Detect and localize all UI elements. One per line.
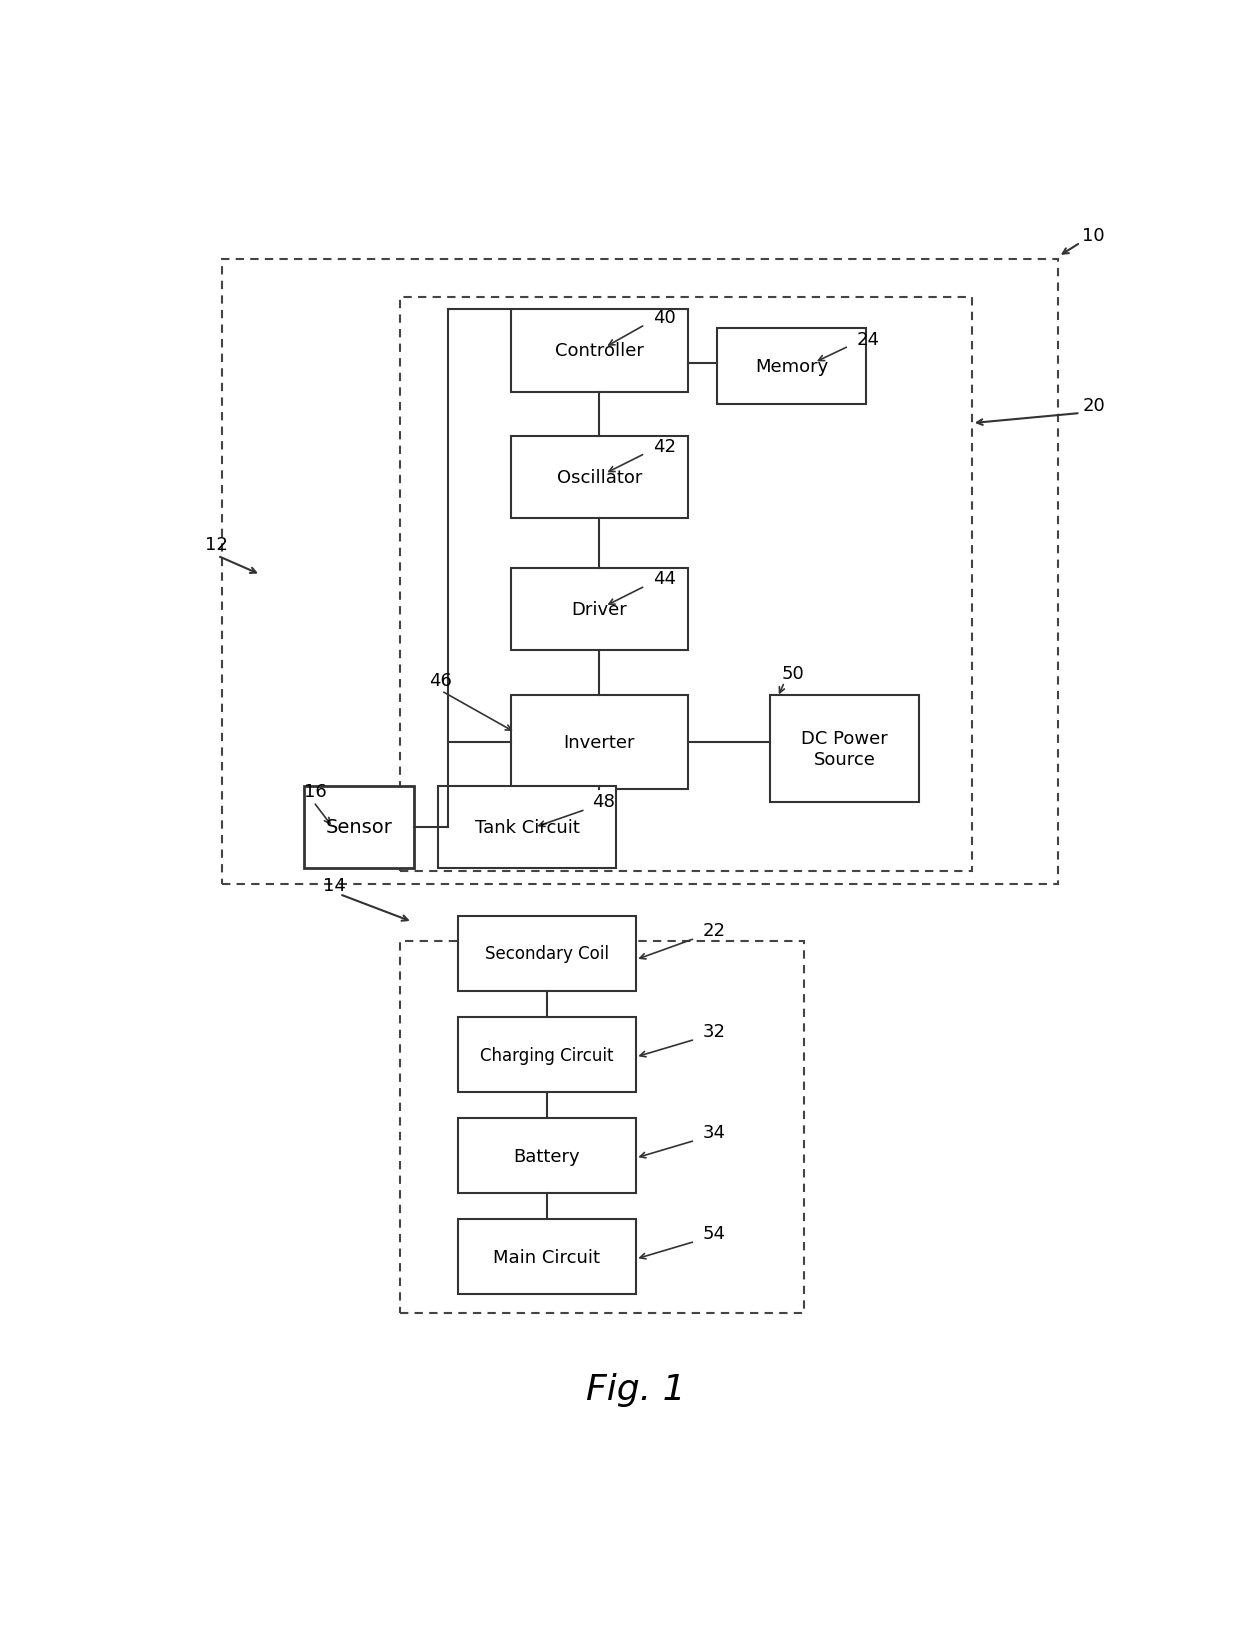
Text: 24: 24 (857, 331, 879, 349)
Text: Inverter: Inverter (564, 734, 635, 752)
Bar (304, 787, 414, 869)
Text: 12: 12 (205, 536, 228, 554)
Text: Tank Circuit: Tank Circuit (475, 818, 580, 836)
Text: Main Circuit: Main Circuit (494, 1247, 600, 1265)
Bar (458, 1118, 635, 1193)
Bar (511, 436, 688, 518)
Text: Fig. 1: Fig. 1 (585, 1372, 686, 1406)
Text: Secondary Coil: Secondary Coil (485, 946, 609, 962)
Bar (458, 916, 635, 992)
Text: 42: 42 (652, 438, 676, 456)
Bar (511, 695, 688, 790)
Bar (401, 298, 972, 872)
Bar (511, 569, 688, 651)
Text: 46: 46 (429, 670, 451, 688)
Text: 20: 20 (1083, 397, 1105, 415)
Text: 44: 44 (652, 570, 676, 588)
Text: 34: 34 (703, 1123, 725, 1141)
Text: 16: 16 (304, 782, 326, 800)
Text: 32: 32 (703, 1023, 725, 1039)
Bar (511, 310, 688, 392)
Bar (458, 1016, 635, 1093)
Text: Oscillator: Oscillator (557, 469, 642, 487)
Bar (717, 329, 866, 405)
Text: 40: 40 (652, 308, 676, 326)
Text: Charging Circuit: Charging Circuit (480, 1046, 614, 1064)
Text: Controller: Controller (556, 343, 644, 361)
Text: 54: 54 (703, 1224, 725, 1242)
Text: 48: 48 (593, 792, 615, 810)
Bar (458, 1219, 635, 1295)
Text: 22: 22 (703, 921, 725, 939)
Text: 14: 14 (324, 877, 346, 895)
Bar (401, 941, 804, 1313)
Text: 10: 10 (1083, 226, 1105, 244)
Text: Memory: Memory (755, 357, 828, 375)
Text: Battery: Battery (513, 1147, 580, 1165)
Text: 50: 50 (781, 665, 805, 683)
Text: DC Power
Source: DC Power Source (801, 729, 888, 769)
Bar (439, 787, 616, 869)
Bar (222, 259, 1058, 885)
Text: Driver: Driver (572, 602, 627, 620)
Bar (770, 695, 919, 803)
Text: Sensor: Sensor (326, 818, 393, 836)
